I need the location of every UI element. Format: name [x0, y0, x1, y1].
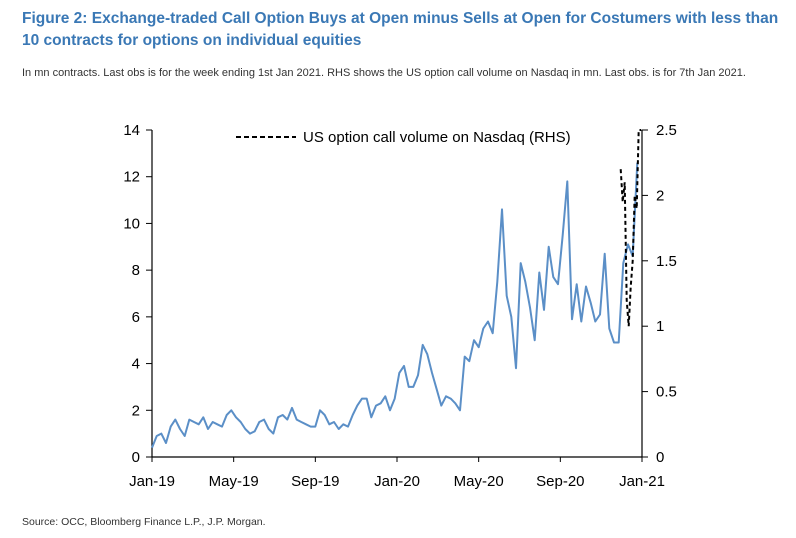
y-left-tick-label: 6: [132, 309, 140, 326]
chart-subtitle: In mn contracts. Last obs is for the wee…: [22, 67, 746, 79]
series-lhs-line: [151, 162, 639, 449]
source-note: Source: OCC, Bloomberg Finance L.P., J.P…: [22, 516, 266, 528]
y-left-tick-label: 14: [123, 122, 140, 139]
x-tick-label: Jan-21: [619, 473, 665, 490]
y-left-tick-label: 8: [132, 262, 140, 279]
x-tick-label: Sep-19: [291, 473, 339, 490]
x-tick-label: May-19: [209, 473, 259, 490]
x-tick-label: Sep-20: [536, 473, 584, 490]
y-left-tick-label: 0: [132, 449, 140, 466]
y-left-tick-label: 2: [132, 402, 140, 419]
chart-legend: US option call volume on Nasdaq (RHS): [236, 129, 571, 146]
chart-title: Figure 2: Exchange-traded Call Option Bu…: [22, 10, 779, 49]
y-right-tick-label: 2: [656, 187, 664, 204]
y-right-tick-label: 0.5: [656, 384, 677, 401]
x-tick-label: Jan-19: [129, 473, 175, 490]
series-lhs-group: [151, 162, 639, 449]
y-left-tick-label: 4: [132, 356, 140, 373]
series-rhs-line: [619, 129, 642, 327]
series-rhs-group: [619, 129, 642, 327]
x-tick-label: Jan-20: [374, 473, 420, 490]
x-tick-label: May-20: [454, 473, 504, 490]
y-right-tick-label: 0: [656, 449, 664, 466]
chart-axes: 0 2 4 6 8 10 12 14 0 0.5 1 1.5 2 2.5 Jan-19 May-19 Sep-1…: [123, 122, 677, 490]
y-right-tick-label: 2.5: [656, 122, 677, 139]
legend-label: US option call volume on Nasdaq (RHS): [303, 129, 571, 146]
y-right-tick-label: 1: [656, 318, 664, 335]
y-right-tick-label: 1.5: [656, 253, 677, 270]
y-left-tick-label: 12: [123, 169, 140, 186]
y-left-tick-label: 10: [123, 215, 140, 232]
